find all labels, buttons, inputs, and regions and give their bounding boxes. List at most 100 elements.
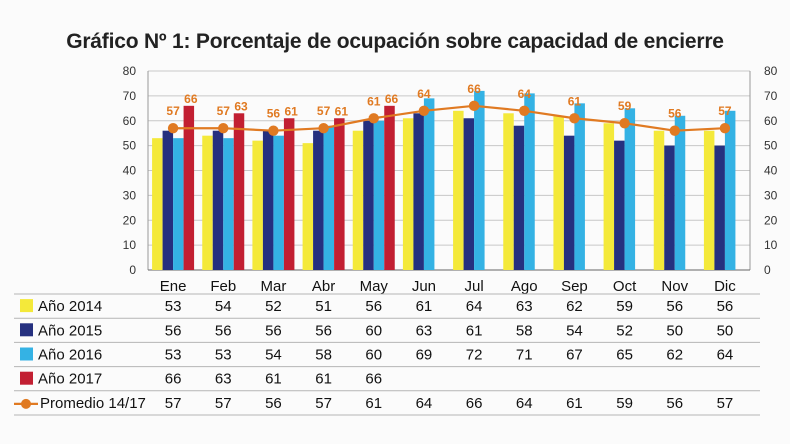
table-cell: 59 xyxy=(616,298,633,315)
data-label-promedio: 64 xyxy=(417,87,431,101)
table-cell: 56 xyxy=(365,298,382,315)
y-tick-label-right: 10 xyxy=(764,238,778,252)
bar-año-2016 xyxy=(524,93,535,270)
y-tick-label-right: 20 xyxy=(764,213,778,227)
point-promedio xyxy=(268,125,279,136)
data-label-promedio: 66 xyxy=(467,82,481,96)
data-label-promedio: 57 xyxy=(718,104,732,118)
table-cell: 52 xyxy=(265,298,282,315)
data-label-promedio: 64 xyxy=(518,87,532,101)
data-label-promedio: 56 xyxy=(267,107,281,121)
table-cell: 56 xyxy=(165,322,182,339)
point-promedio xyxy=(619,118,630,129)
y-tick-label-right: 60 xyxy=(764,114,778,128)
table-cell: 54 xyxy=(566,322,583,339)
table-cell: 66 xyxy=(365,371,382,388)
table-cell: 64 xyxy=(516,395,533,412)
bar-año-2016 xyxy=(173,138,184,270)
bar-año-2016 xyxy=(674,115,686,271)
bar-año-2016 xyxy=(624,108,636,270)
table-cell: 66 xyxy=(165,371,182,388)
table-cell: 61 xyxy=(365,395,382,412)
table-cell: 67 xyxy=(566,347,583,364)
table-cell: 64 xyxy=(466,298,483,315)
y-tick-label-right: 40 xyxy=(764,164,778,178)
data-label-2017: 61 xyxy=(284,104,298,118)
data-label-promedio: 61 xyxy=(568,94,582,108)
bar-año-2014 xyxy=(553,115,564,271)
y-tick-label-left: 20 xyxy=(123,213,137,227)
bar-año-2015 xyxy=(212,130,224,270)
table-cell: 69 xyxy=(416,347,433,364)
bar-año-2015 xyxy=(162,130,174,270)
bar-año-2017 xyxy=(233,113,245,270)
table-cell: 66 xyxy=(466,395,483,412)
y-tick-label-left: 40 xyxy=(123,164,137,178)
legend-swatch xyxy=(20,347,33,361)
bar-año-2016 xyxy=(273,135,284,270)
table-cell: 61 xyxy=(265,371,282,388)
bar-año-2015 xyxy=(313,130,324,270)
bar-año-2014 xyxy=(352,130,364,270)
y-tick-label-right: 0 xyxy=(764,263,771,277)
bar-año-2014 xyxy=(453,110,464,270)
data-label-promedio: 57 xyxy=(166,104,180,118)
table-cell: 63 xyxy=(416,322,433,339)
x-tick-label: Abr xyxy=(312,278,335,295)
table-cell: 57 xyxy=(215,395,232,412)
bar-año-2015 xyxy=(563,135,575,270)
data-label-promedio: 56 xyxy=(668,107,682,121)
table-row-label: Año 2016 xyxy=(38,347,102,364)
data-label-promedio: 57 xyxy=(217,104,231,118)
table-cell: 65 xyxy=(616,347,633,364)
x-tick-label: Sep xyxy=(561,278,588,295)
table-cell: 60 xyxy=(365,347,382,364)
y-tick-label-left: 50 xyxy=(123,139,137,153)
bar-año-2015 xyxy=(664,145,675,270)
bar-año-2014 xyxy=(402,118,414,270)
legend-swatch xyxy=(20,323,33,337)
bar-año-2016 xyxy=(423,98,435,270)
table-cell: 71 xyxy=(516,347,533,364)
bar-año-2014 xyxy=(302,143,314,270)
bar-año-2016 xyxy=(323,125,335,270)
data-label-promedio: 57 xyxy=(317,104,331,118)
data-label-2017: 66 xyxy=(184,92,198,106)
y-tick-label-left: 70 xyxy=(123,89,137,103)
table-cell: 57 xyxy=(717,395,734,412)
bar-año-2014 xyxy=(503,113,514,270)
point-promedio xyxy=(167,123,179,134)
bar-año-2015 xyxy=(463,118,475,270)
table-cell: 61 xyxy=(566,395,583,412)
table-row-label: Año 2014 xyxy=(38,298,102,315)
table-cell: 56 xyxy=(717,298,734,315)
bar-año-2015 xyxy=(513,125,525,270)
table-cell: 62 xyxy=(566,298,583,315)
data-label-2017: 66 xyxy=(385,92,399,106)
bar-año-2014 xyxy=(603,123,615,270)
bar-año-2017 xyxy=(384,105,395,270)
table-cell: 53 xyxy=(165,347,182,364)
table-cell: 64 xyxy=(717,347,734,364)
legend-swatch xyxy=(20,299,33,313)
y-tick-label-left: 80 xyxy=(123,64,137,78)
table-cell: 51 xyxy=(315,298,332,315)
data-label-promedio: 59 xyxy=(618,99,632,113)
table-cell: 61 xyxy=(466,322,483,339)
table-row-label: Promedio 14/17 xyxy=(40,395,146,412)
bar-año-2014 xyxy=(703,130,715,270)
table-cell: 56 xyxy=(265,322,282,339)
bar-año-2017 xyxy=(183,105,195,270)
table-cell: 72 xyxy=(466,347,483,364)
point-promedio xyxy=(669,125,680,136)
y-tick-label-left: 10 xyxy=(123,238,137,252)
x-tick-label: Dic xyxy=(714,278,736,295)
x-tick-label: Mar xyxy=(260,278,286,295)
point-promedio xyxy=(318,123,329,134)
line-promedio xyxy=(173,104,725,132)
bar-año-2015 xyxy=(363,120,374,270)
bar-año-2015 xyxy=(413,113,424,270)
x-tick-label: Ene xyxy=(160,278,187,295)
